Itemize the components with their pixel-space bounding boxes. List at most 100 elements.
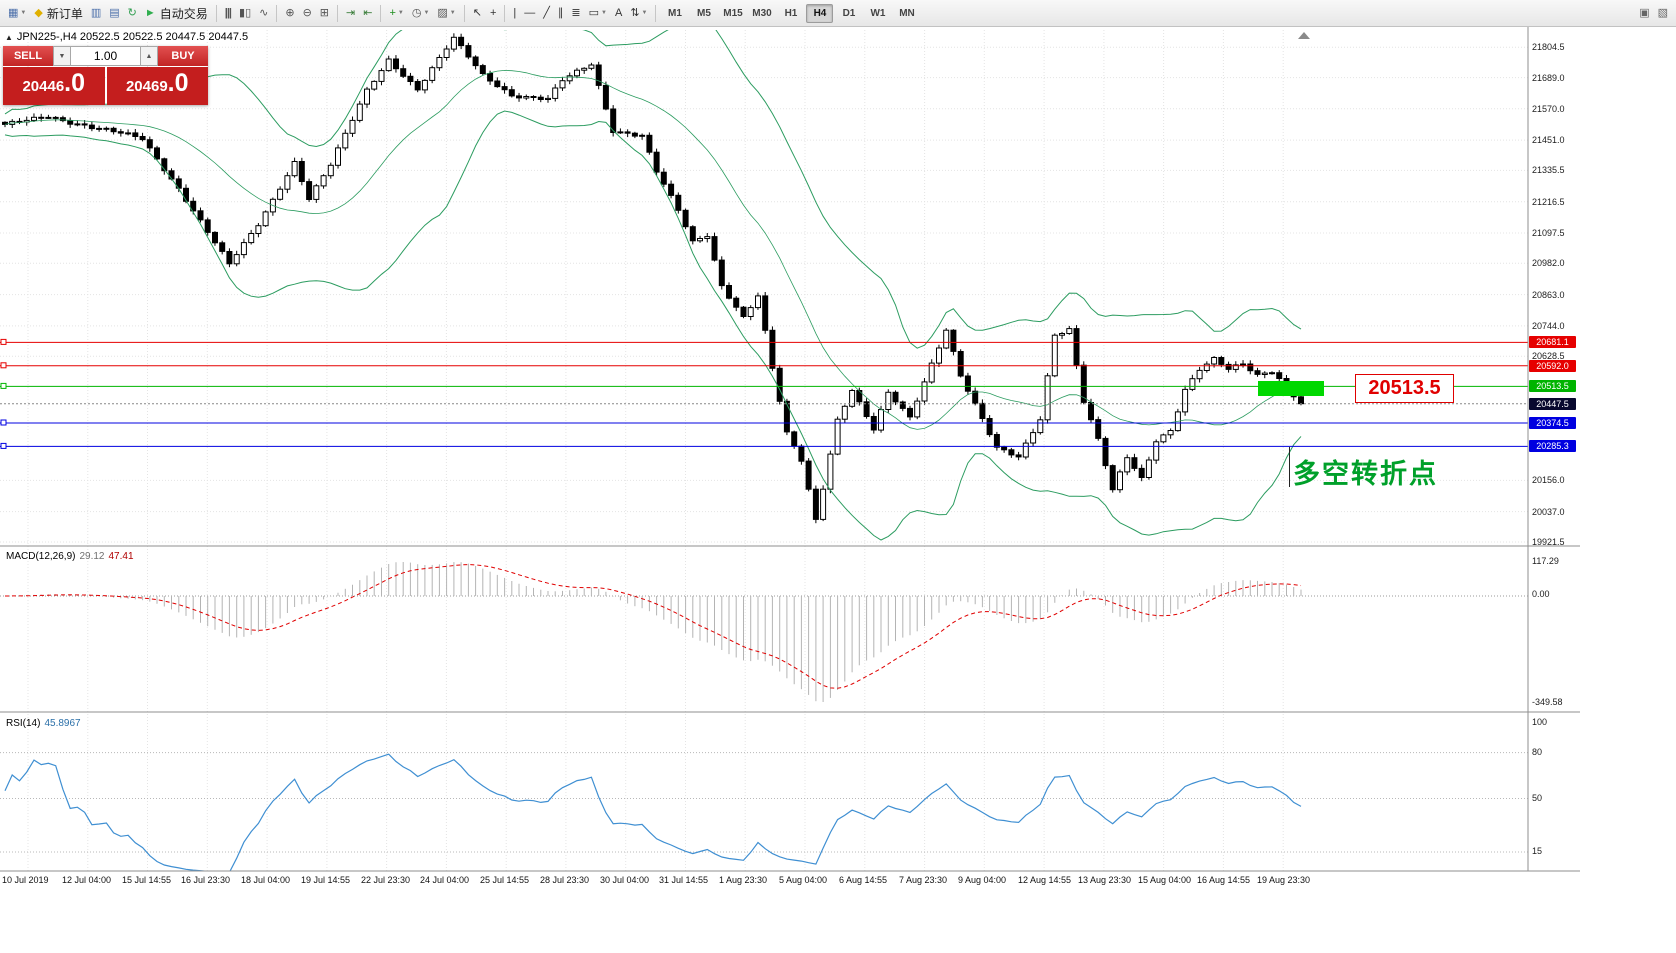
time-label: 19 Aug 23:30 [1257, 875, 1311, 885]
vertical-line-icon: | [513, 6, 517, 19]
vertical-line-button[interactable]: | [510, 3, 519, 24]
volume-input[interactable] [71, 46, 140, 66]
crosshair-button[interactable]: + [487, 3, 499, 24]
macd-title: MACD(12,26,9) [6, 551, 76, 562]
timeframe-m30-button[interactable]: M30 [752, 7, 772, 19]
timeframe-h1-button[interactable]: H1 [784, 7, 798, 19]
market-watch-icon: ▥ [90, 6, 102, 19]
timeframe-m15-button[interactable]: M15 [723, 7, 743, 19]
horizontal-lines-layer[interactable] [0, 338, 1528, 449]
candle-chart-button[interactable]: ▮▯ [236, 3, 254, 24]
new-order-button[interactable]: ◆ 新订单 [31, 3, 85, 24]
macd-value-signal: 47.41 [108, 551, 134, 562]
time-label: 25 Jul 14:55 [480, 875, 530, 885]
hline-anchor[interactable] [0, 382, 7, 389]
panel-splitter-rsi[interactable] [0, 710, 1676, 715]
price-tick: 19921.5 [1532, 537, 1565, 547]
time-label: 7 Aug 23:30 [899, 875, 948, 885]
autotrading-button[interactable]: ► 自动交易 [142, 3, 211, 24]
fibonacci-icon: ≣ [571, 6, 581, 19]
time-label: 28 Jul 23:30 [540, 875, 590, 885]
periods-button[interactable]: ◷ ▼ [409, 3, 433, 24]
turning-point-note[interactable]: 多空转折点 [1293, 459, 1438, 489]
data-window-icon: ▣ [1639, 6, 1650, 19]
time-label: 30 Jul 04:00 [600, 875, 650, 885]
macd-axis-tick: 0.00 [1532, 589, 1550, 599]
autotrading-button-label: 自动交易 [159, 6, 208, 21]
indicators-button[interactable]: + ▼ [386, 3, 406, 24]
toolbar-separator [380, 4, 382, 22]
trade-panel-controls: SELL ▼ ▲ BUY [3, 46, 208, 66]
panel-splitter-macd[interactable] [0, 544, 1676, 549]
volume-up-button[interactable]: ▲ [140, 46, 158, 66]
data-window-button[interactable]: ▣ [1636, 3, 1652, 24]
hline-price-badge: 20285.3 [1529, 440, 1576, 452]
buy-price[interactable]: 20469.0 [106, 67, 208, 105]
window-list-button[interactable]: ▧ [1655, 3, 1671, 24]
fibonacci-button[interactable]: ≣ [568, 3, 583, 24]
line-chart-button[interactable]: ∿ [256, 3, 271, 24]
toolbar-separator [215, 4, 217, 22]
refresh-icon: ↻ [127, 6, 137, 19]
shapes-button[interactable]: ▭ ▼ [586, 3, 610, 24]
time-label: 13 Aug 23:30 [1078, 875, 1132, 885]
chart-shift-button[interactable]: ⇤ [360, 3, 375, 24]
market-watch-button[interactable]: ▥ [88, 3, 104, 24]
timeframe-w1-button[interactable]: W1 [870, 7, 886, 19]
timeframe-d1-button[interactable]: D1 [842, 7, 856, 19]
zoom-out-button[interactable]: ⊖ [300, 3, 315, 24]
price-tick: 21689.0 [1532, 73, 1565, 83]
volume-down-button[interactable]: ▼ [53, 46, 71, 66]
sell-price[interactable]: 20446.0 [3, 67, 105, 105]
new-chart-button[interactable]: ▦ ▼ [5, 3, 29, 24]
highlight-rectangle[interactable] [1258, 381, 1324, 396]
bollinger-layer [4, 30, 1302, 541]
profiles-button[interactable]: ▤ [106, 3, 122, 24]
chevron-down-icon: ▼ [423, 10, 430, 16]
cursor-button[interactable]: ↖ [470, 3, 485, 24]
bar-chart-icon: ||| [224, 6, 232, 19]
timeframe-m1-button[interactable]: M1 [668, 7, 682, 19]
timeframe-mn-button[interactable]: MN [899, 7, 915, 19]
hline-anchor[interactable] [0, 442, 7, 449]
timeframe-h4-button[interactable]: H4 [806, 3, 834, 23]
text-icon: A [614, 6, 623, 19]
tile-windows-button[interactable]: ⊞ [317, 3, 332, 24]
arrows-button[interactable]: ⇅ ▼ [627, 3, 650, 24]
auto-scroll-button[interactable]: ⇥ [343, 3, 358, 24]
buy-price-frac: .0 [167, 69, 189, 97]
hline-anchor[interactable] [0, 338, 7, 345]
toolbar-right-group: ▣ ▧ [1635, 3, 1672, 24]
auto-scroll-icon: ⇥ [346, 6, 356, 19]
time-axis[interactable] [0, 871, 1580, 891]
buy-button[interactable]: BUY [158, 46, 208, 66]
symbol-ohlc-text: JPN225-,H4 20522.5 20522.5 20447.5 20447… [16, 31, 249, 43]
timeframe-m5-button[interactable]: M5 [697, 7, 711, 19]
price-callout-label[interactable]: 20513.5 [1355, 374, 1454, 403]
bollinger-lower-band [4, 110, 1302, 541]
rsi-axis-tick: 100 [1532, 717, 1548, 727]
hline-anchor[interactable] [0, 362, 7, 369]
price-tick: 20744.0 [1532, 321, 1565, 331]
trendline-button[interactable]: ╱ [540, 3, 553, 24]
zoom-in-button[interactable]: ⊕ [282, 3, 297, 24]
hline-price-badge: 20592.0 [1529, 360, 1576, 372]
toolbar-separator [276, 4, 278, 22]
templates-button[interactable]: ▨ ▼ [434, 3, 458, 24]
new-order-icon: ◆ [34, 6, 43, 19]
price-tick: 20156.0 [1532, 475, 1565, 485]
horizontal-line-button[interactable]: — [521, 3, 538, 24]
bar-chart-button[interactable]: ||| [222, 3, 234, 24]
hline-anchor[interactable] [0, 419, 7, 426]
sell-price-main: 20446 [22, 78, 65, 95]
autotrading-icon: ► [144, 6, 156, 19]
chevron-down-icon: ▼ [641, 10, 648, 16]
sell-button[interactable]: SELL [3, 46, 53, 66]
trade-panel-collapse-icon[interactable]: ▲ [5, 32, 13, 42]
time-label: 16 Jul 23:30 [181, 875, 231, 885]
text-button[interactable]: A [612, 3, 625, 24]
channel-button[interactable]: ∥ [555, 3, 567, 24]
refresh-button[interactable]: ↻ [125, 3, 140, 24]
